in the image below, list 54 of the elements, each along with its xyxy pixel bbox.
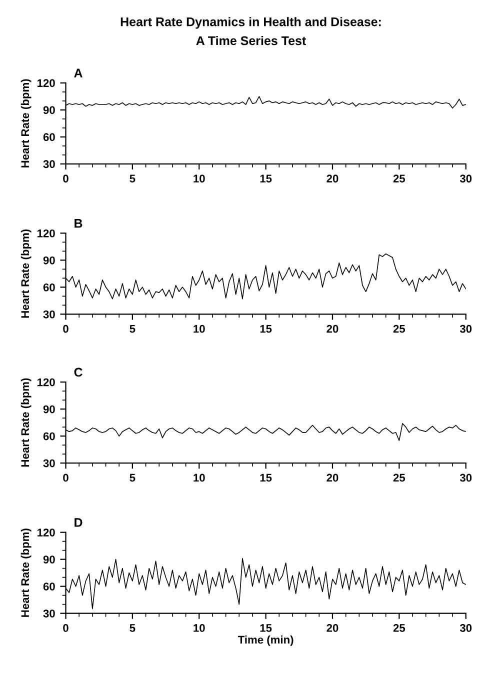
x-tick-label: 0 bbox=[63, 324, 68, 333]
y-tick-label: 120 bbox=[38, 378, 55, 386]
x-tick-label: 10 bbox=[194, 174, 205, 182]
x-tick-label: 0 bbox=[63, 624, 68, 632]
x-tick-label: 25 bbox=[393, 174, 406, 182]
x-tick-label: 10 bbox=[194, 624, 205, 632]
y-tick-label: 30 bbox=[43, 610, 55, 618]
x-tick-label: 20 bbox=[326, 474, 338, 482]
x-tick-label: 25 bbox=[393, 474, 406, 482]
x-tick-label: 20 bbox=[326, 174, 338, 182]
x-tick-label: 30 bbox=[460, 624, 472, 632]
x-tick-label: 5 bbox=[130, 474, 136, 482]
y-tick-label: 60 bbox=[43, 133, 55, 142]
y-tick-label: 30 bbox=[43, 459, 55, 468]
y-tick-label: 30 bbox=[43, 310, 55, 318]
y-axis-title: Heart Rate (bpm) bbox=[20, 79, 32, 168]
x-tick-label: 15 bbox=[260, 474, 272, 482]
y-axis-title: Heart Rate (bpm) bbox=[20, 528, 32, 617]
x-tick-label: 0 bbox=[63, 474, 68, 482]
y-tick-label: 90 bbox=[43, 256, 55, 264]
chart-title: D bbox=[74, 518, 82, 527]
chart-title: C bbox=[74, 368, 82, 377]
y-tick-label: 30 bbox=[43, 160, 55, 168]
x-tick-label: 15 bbox=[260, 624, 272, 632]
x-tick-label: 0 bbox=[63, 174, 68, 182]
x-axis-title: Time (min) bbox=[238, 635, 294, 646]
x-tick-label: 30 bbox=[460, 474, 472, 482]
y-tick-label: 60 bbox=[43, 283, 55, 292]
x-tick-label: 25 bbox=[393, 324, 406, 333]
x-tick-label: 5 bbox=[130, 325, 136, 333]
x-tick-label: 10 bbox=[194, 474, 205, 482]
x-tick-label: 15 bbox=[260, 174, 272, 182]
y-tick-label: 120 bbox=[38, 528, 55, 536]
x-tick-label: 30 bbox=[460, 324, 472, 333]
x-tick-label: 25 bbox=[393, 624, 406, 632]
chart-title: B bbox=[74, 219, 82, 228]
y-tick-label: 90 bbox=[43, 556, 55, 564]
y-tick-label: 90 bbox=[43, 106, 55, 114]
y-tick-label: 60 bbox=[43, 582, 55, 590]
y-tick-label: 90 bbox=[43, 405, 55, 414]
chart-title: A bbox=[74, 68, 82, 78]
x-tick-label: 5 bbox=[130, 174, 136, 182]
x-tick-label: 20 bbox=[326, 624, 338, 632]
y-tick-label: 120 bbox=[38, 79, 55, 88]
y-axis-title: Heart Rate (bpm) bbox=[20, 229, 32, 318]
text: Heart Rate Dynamics in Health and Disease: A Time Series Test bbox=[120, 17, 381, 46]
x-tick-label: 30 bbox=[460, 174, 472, 183]
x-tick-label: 20 bbox=[326, 324, 338, 333]
x-tick-label: 5 bbox=[130, 624, 136, 632]
x-tick-label: 15 bbox=[260, 325, 272, 333]
x-tick-label: 10 bbox=[194, 324, 205, 333]
y-tick-label: 60 bbox=[43, 432, 55, 440]
y-axis-title: Heart Rate (bpm) bbox=[20, 378, 32, 467]
y-tick-label: 120 bbox=[38, 229, 55, 238]
